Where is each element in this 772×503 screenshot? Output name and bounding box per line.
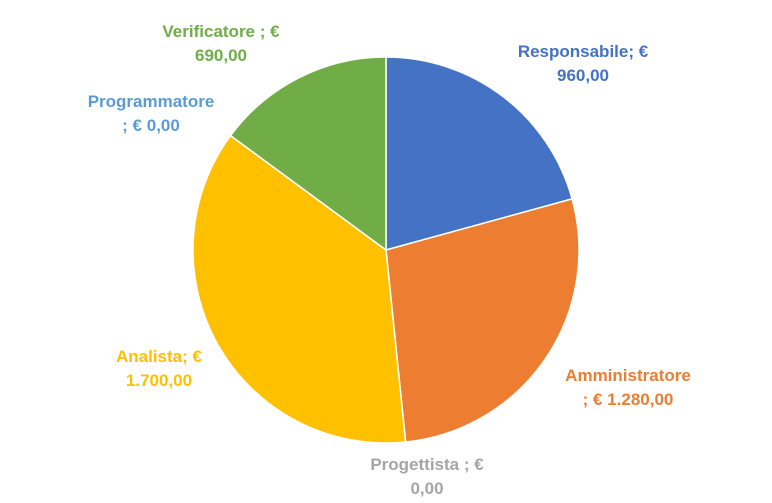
slice-amministratore: [385, 198, 580, 443]
label-progettista: Progettista ; € 0,00: [370, 455, 484, 498]
slice-responsabile: [385, 56, 573, 251]
label-verificatore: Verificatore ; € 690,00: [162, 22, 280, 65]
label-programmatore: Programmatore ; € 0,00: [87, 92, 215, 135]
label-amministratore: Amministratore ; € 1.280,00: [565, 366, 691, 409]
label-responsabile: Responsabile; € 960,00: [517, 42, 649, 85]
slice-verificatore: [229, 56, 387, 251]
slice-analista: [192, 134, 407, 444]
label-analista: Analista; € 1.700,00: [116, 347, 202, 390]
